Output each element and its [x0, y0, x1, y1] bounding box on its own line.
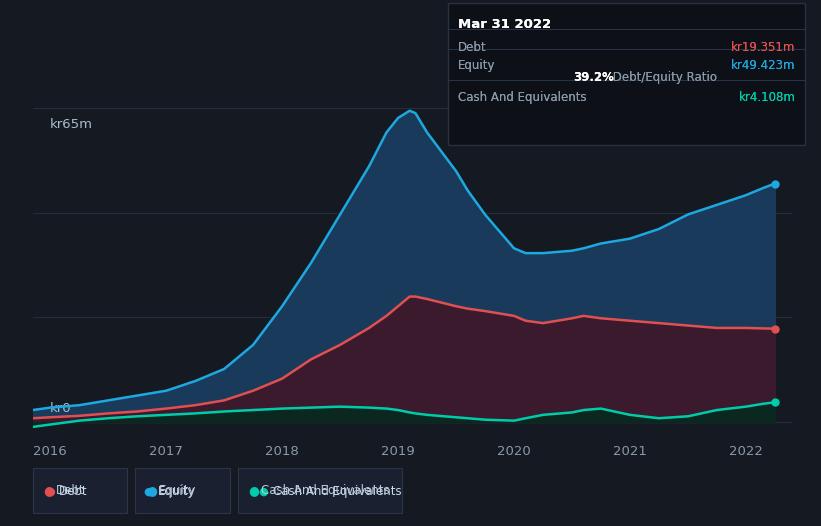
Text: kr4.108m: kr4.108m [739, 91, 796, 104]
Text: 39.2%: 39.2% [573, 71, 614, 84]
Text: Mar 31 2022: Mar 31 2022 [458, 18, 551, 32]
Text: Cash And Equivalents: Cash And Equivalents [261, 484, 390, 497]
Text: 39.2%: 39.2% [573, 71, 614, 84]
Text: Debt/Equity Ratio: Debt/Equity Ratio [609, 71, 718, 84]
Text: Debt: Debt [458, 41, 487, 54]
Text: kr19.351m: kr19.351m [732, 41, 796, 54]
Text: Debt/Equity Ratio: Debt/Equity Ratio [609, 71, 718, 84]
Text: ●: ● [144, 487, 154, 497]
Text: kr19.351m: kr19.351m [732, 41, 796, 54]
Text: Cash And Equivalents: Cash And Equivalents [458, 91, 587, 104]
Text: Equity: Equity [158, 484, 196, 497]
Text: Equity: Equity [458, 59, 496, 73]
Text: kr0: kr0 [50, 402, 72, 415]
Text: kr49.423m: kr49.423m [731, 59, 796, 73]
Text: ●: ● [146, 484, 157, 497]
Text: ●: ● [249, 484, 259, 497]
Text: Cash And Equivalents: Cash And Equivalents [273, 485, 401, 498]
Text: kr4.108m: kr4.108m [739, 91, 796, 104]
Text: Debt: Debt [56, 484, 85, 497]
Text: Equity: Equity [158, 485, 195, 498]
Text: kr49.423m: kr49.423m [731, 59, 796, 73]
Text: ●: ● [259, 487, 268, 497]
Text: Debt: Debt [59, 485, 88, 498]
Text: kr65m: kr65m [50, 118, 94, 131]
Text: Cash And Equivalents: Cash And Equivalents [458, 91, 587, 104]
Text: Debt: Debt [458, 41, 487, 54]
Text: ●: ● [45, 487, 55, 497]
Text: Mar 31 2022: Mar 31 2022 [458, 18, 551, 32]
Text: Equity: Equity [458, 59, 496, 73]
Text: ●: ● [44, 484, 54, 497]
